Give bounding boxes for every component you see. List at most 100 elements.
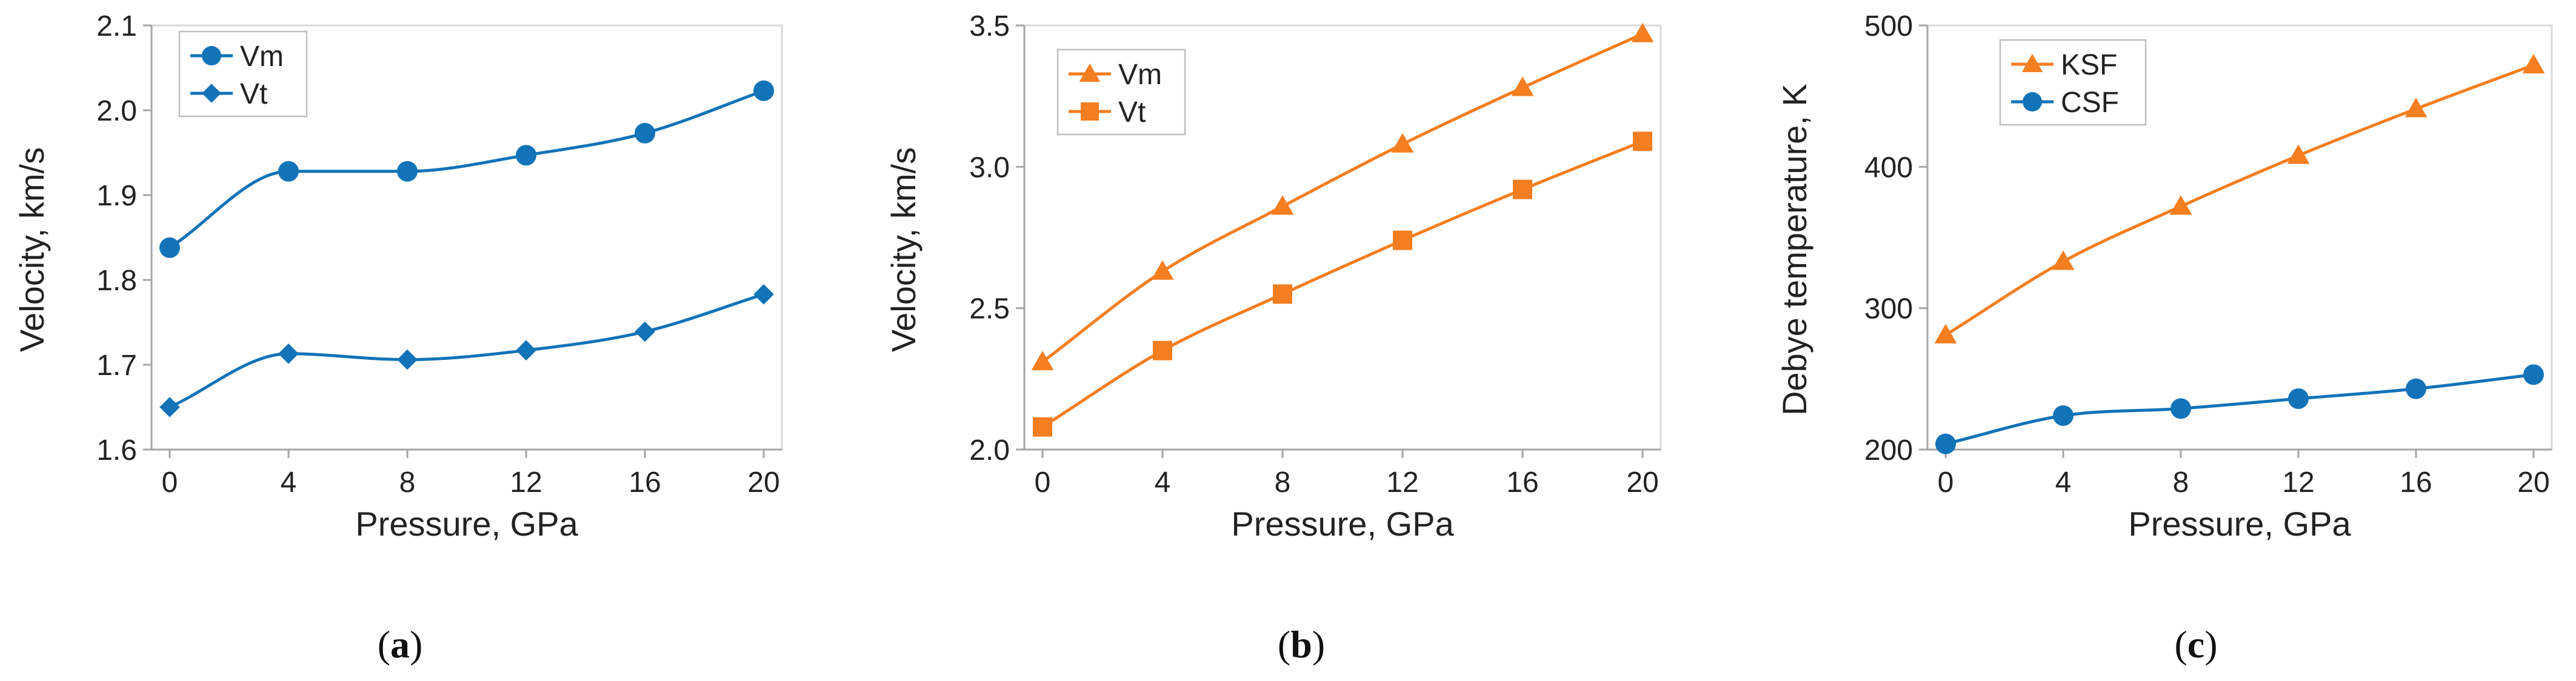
legend-marker-vm: [202, 46, 221, 65]
caption-letter: a: [390, 623, 410, 666]
series-line-vt: [1041, 140, 1643, 428]
y-tick-label: 1.7: [96, 350, 137, 382]
data-point-vt: [753, 284, 774, 305]
x-tick-label: 8: [399, 467, 416, 499]
y-axis-label: Debye temperature, K: [1775, 84, 1814, 416]
series-line-csf: [1945, 373, 2534, 446]
x-tick-label: 20: [747, 467, 779, 499]
panel-caption: (b): [1278, 623, 1325, 666]
x-tick-label: 8: [2173, 467, 2189, 499]
data-point-vt: [1153, 340, 1172, 360]
x-axis-label: Pressure, GPa: [1231, 505, 1454, 543]
x-axis-label: Pressure, GPa: [355, 505, 578, 543]
caption-open: (: [2174, 623, 2187, 666]
y-tick-label: 400: [1864, 151, 1913, 184]
data-point-csf: [2523, 364, 2544, 385]
y-tick-label: 1.9: [96, 180, 137, 212]
legend-marker-csf: [2023, 92, 2042, 111]
data-point-vt: [635, 321, 655, 342]
chart-panel-a: 1.6 1.7 1.8 1.9 2.0 2.1 0 4 8 12 16 20 Pressure, GPa…: [13, 10, 783, 666]
y-tick-label: 2.0: [96, 95, 137, 127]
x-axis-label: Pressure, GPa: [2128, 505, 2351, 543]
x-tick-label: 0: [162, 467, 178, 499]
y-tick-label: 1.8: [96, 265, 137, 297]
x-tick-label: 8: [1275, 467, 1291, 499]
data-point-vt: [1633, 131, 1652, 151]
data-point-csf: [2171, 398, 2191, 419]
legend-label-ksf: KSF: [2061, 49, 2117, 81]
x-tick-label: 20: [1626, 467, 1658, 499]
series-line-ksf: [1944, 63, 2534, 337]
data-point-vm: [1271, 195, 1294, 215]
y-tick-label: 300: [1864, 293, 1913, 325]
data-point-ksf: [2287, 144, 2310, 164]
data-point-csf: [2288, 388, 2309, 409]
caption-close: ): [2204, 623, 2217, 666]
data-point-vm: [516, 145, 536, 166]
legend-marker-vm: [1079, 63, 1101, 82]
chart-panel-c: 200 300 400 500 0 4 8 12 16 20 Pressure, GPa Debye …: [1775, 10, 2553, 666]
legend-marker-vt: [202, 84, 221, 103]
x-tick-label: 4: [1155, 467, 1171, 499]
series-line-vm: [1041, 32, 1644, 364]
legend-label-vt: Vt: [240, 78, 267, 110]
legend-label-vm: Vm: [1118, 59, 1162, 91]
legend-marker-vt: [1081, 102, 1099, 121]
legend-box: [1056, 48, 1186, 136]
caption-letter: b: [1290, 623, 1312, 666]
panel-caption: (c): [2174, 623, 2217, 666]
data-point-vm: [1511, 76, 1534, 96]
x-tick-label: 0: [1938, 467, 1954, 499]
x-tick-label: 20: [2517, 467, 2549, 499]
data-point-csf: [2406, 378, 2426, 399]
data-point-ksf: [1934, 324, 1957, 344]
data-point-vm: [1031, 350, 1054, 371]
x-tick-label: 16: [1506, 467, 1538, 499]
data-point-vt: [159, 397, 180, 417]
data-point-ksf: [2404, 98, 2428, 118]
data-point-vm: [278, 161, 299, 182]
x-tick-label: 4: [2055, 467, 2072, 499]
panel-caption: (a): [378, 623, 423, 666]
y-axis-label: Velocity, km/s: [13, 147, 51, 352]
data-point-ksf: [2169, 195, 2192, 215]
caption-open: (: [1278, 623, 1290, 666]
data-point-csf: [1935, 433, 1956, 454]
series-line-vt: [169, 293, 764, 409]
x-tick-label: 16: [2400, 467, 2432, 499]
data-point-vm: [1631, 22, 1654, 42]
data-point-vm: [1151, 260, 1174, 280]
y-axis-label: Velocity, km/s: [884, 147, 923, 352]
y-tick-label: 1.6: [96, 434, 137, 467]
data-point-ksf: [2052, 250, 2075, 270]
caption-close: ): [1312, 623, 1325, 666]
x-tick-label: 0: [1035, 467, 1051, 499]
x-tick-label: 4: [281, 467, 297, 499]
legend-label-vt: Vt: [1118, 96, 1146, 128]
series-line-vm: [169, 89, 764, 249]
data-point-vt: [1513, 179, 1532, 199]
data-point-vm: [159, 237, 180, 258]
data-point-vm: [753, 80, 774, 101]
y-tick-label: 3.0: [969, 151, 1010, 184]
y-tick-label: 3.5: [969, 10, 1010, 42]
legend-box: [178, 30, 308, 118]
legend-marker-ksf: [2021, 53, 2043, 72]
y-tick-label: 2.1: [96, 10, 137, 42]
y-tick-label: 200: [1864, 434, 1913, 467]
data-point-vt: [1273, 284, 1292, 304]
caption-close: ): [410, 623, 422, 666]
data-point-vt: [516, 340, 536, 360]
data-point-vt: [1033, 417, 1052, 437]
data-point-vm: [397, 161, 418, 182]
legend-label-csf: CSF: [2061, 87, 2119, 119]
data-point-vt: [1393, 230, 1412, 250]
y-tick-label: 2.5: [969, 293, 1010, 325]
y-tick-label: 2.0: [969, 434, 1010, 467]
x-tick-label: 12: [2282, 467, 2314, 499]
caption-letter: c: [2187, 623, 2204, 666]
data-point-vm: [635, 122, 655, 144]
x-tick-label: 12: [510, 467, 542, 499]
x-tick-label: 16: [629, 467, 661, 499]
